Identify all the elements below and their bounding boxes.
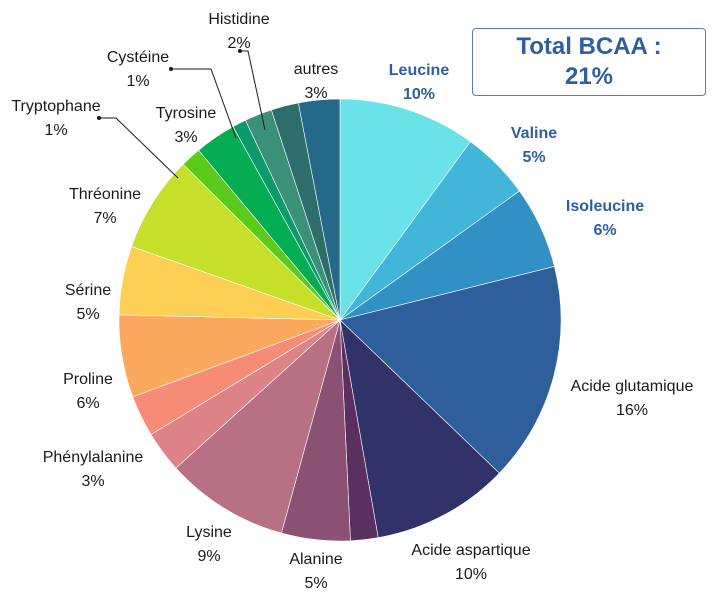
value-label-histidine: 2% [227,35,250,52]
slice-acide-glutamique [339,266,562,474]
slice-lysine [175,319,341,534]
value-label-proline: 6% [76,395,99,412]
value-label-threonine: 7% [93,210,116,227]
slice-leucine [339,98,471,321]
value-label-leucine: 10% [403,86,435,103]
label-leucine: Leucine [389,62,450,79]
value-label-serine: 5% [76,306,99,323]
label-serine: Sérine [65,282,111,299]
pie-slices [118,98,562,542]
bcaa-total-title: Total BCAA : [516,33,662,60]
value-label-valine: 5% [522,149,545,166]
leader-line-tryptophane [99,117,179,179]
value-label-autres: 3% [304,85,327,102]
value-label-acide-glutamique: 16% [616,402,648,419]
value-label-cysteine: 1% [126,73,149,90]
slice-autres [298,98,341,321]
label-isoleucine: Isoleucine [566,198,644,215]
bcaa-total-box: Total BCAA : 21% [472,28,706,96]
leader-lines [97,49,266,179]
label-tryptophane: Tryptophane [11,98,100,115]
value-label-phenylalanine: 3% [81,473,104,490]
leader-dot-histidine [238,49,242,53]
leader-line-histidine [240,50,266,131]
label-phenylalanine: Phénylalanine [43,449,144,466]
value-label-lysine: 9% [197,548,220,565]
pie-labels: Leucine 10% Valine 5% Isoleucine 6% Acide glut… [11,11,693,592]
value-label-tyrosine: 3% [174,129,197,146]
value-label-alanine: 5% [304,575,327,592]
value-label-isoleucine: 6% [593,222,616,239]
label-lysine: Lysine [186,524,232,541]
label-histidine: Histidine [208,11,269,28]
value-label-tryptophane: 1% [44,122,67,139]
label-autres: autres [294,61,338,78]
leader-line-cysteine [171,68,237,139]
label-valine: Valine [511,125,557,142]
label-tyrosine: Tyrosine [156,105,217,122]
leader-dot-cysteine [169,67,173,71]
bcaa-total-value: 21% [564,63,614,90]
label-alanine: Alanine [289,551,342,568]
label-threonine: Thréonine [69,186,141,203]
label-cysteine: Cystéine [107,49,169,66]
label-proline: Proline [63,371,113,388]
value-label-acide-aspartique: 10% [455,566,487,583]
label-acide-glutamique: Acide glutamique [571,378,694,395]
slice-acide-aspartique [339,319,500,539]
label-acide-aspartique: Acide aspartique [411,542,530,559]
leader-dot-tryptophane [97,116,101,120]
